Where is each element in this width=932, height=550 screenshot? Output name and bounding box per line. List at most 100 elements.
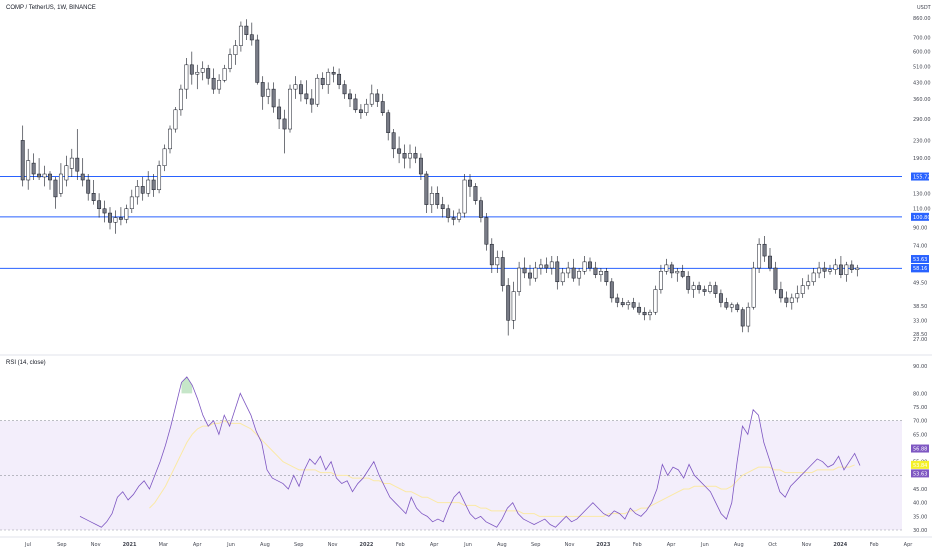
- rsi-pane[interactable]: RSI (14, close) 90.00 80.00 75.00 70.00 65.0…: [0, 360, 929, 534]
- candle: [424, 171, 429, 214]
- candle-body: [298, 84, 303, 95]
- candle-body: [178, 88, 183, 111]
- candle-body: [64, 165, 69, 181]
- candle-body: [637, 306, 642, 313]
- price-tick-label: 600.00: [913, 50, 931, 56]
- candle: [855, 264, 860, 277]
- candle: [473, 183, 478, 205]
- rsi-lines: [79, 376, 861, 528]
- candle: [178, 84, 183, 116]
- candle: [451, 210, 456, 226]
- candle-body: [724, 302, 729, 308]
- candle: [124, 204, 129, 224]
- candle-body: [364, 103, 369, 113]
- candle-body: [838, 264, 843, 275]
- candle-body: [642, 311, 647, 316]
- candle-body: [102, 208, 107, 214]
- candle: [435, 186, 440, 209]
- candle-body: [806, 281, 811, 286]
- candle-body: [604, 271, 609, 283]
- candle-body: [528, 272, 532, 279]
- rsi-tick-label: 80.00: [913, 391, 927, 397]
- candle-body: [626, 302, 631, 306]
- candle: [653, 285, 658, 315]
- candle-body: [37, 173, 42, 178]
- candle-body: [118, 217, 123, 220]
- candle-body: [337, 73, 342, 85]
- candle: [806, 274, 811, 290]
- candle: [778, 281, 783, 303]
- candle-body: [162, 148, 167, 166]
- candle-body: [855, 267, 860, 270]
- candle: [838, 256, 843, 279]
- candle: [129, 189, 134, 214]
- candle-body: [511, 291, 516, 321]
- candle: [108, 207, 112, 230]
- time-tick-label: Sep: [294, 542, 303, 548]
- candle: [277, 98, 282, 130]
- candle: [140, 176, 145, 201]
- candle-body: [124, 208, 129, 220]
- candle-body: [255, 39, 260, 83]
- candle-body: [391, 132, 396, 150]
- rsi-value-tag: [911, 460, 929, 469]
- candle: [593, 261, 598, 279]
- candle-body: [795, 293, 800, 299]
- candle: [397, 136, 402, 164]
- candle-body: [184, 64, 189, 90]
- rsi-value-label: 53.84: [913, 463, 927, 469]
- time-tick-label: Aug: [734, 542, 744, 548]
- candle-body: [462, 179, 467, 214]
- candle: [271, 82, 276, 113]
- candle-body: [402, 153, 407, 159]
- price-axis[interactable]: 860.00 700.00 600.00 510.00 430.00 360.00 290.…: [911, 16, 931, 343]
- candle: [768, 247, 772, 272]
- candle: [211, 68, 216, 94]
- candle-body: [648, 311, 652, 316]
- candle-body: [577, 271, 582, 279]
- rsi-value-label: 56.88: [913, 447, 927, 453]
- time-tick-label: Sep: [57, 542, 66, 548]
- candle: [222, 64, 227, 83]
- price-pane[interactable]: COMP / TetherUS, 1W, BINANCE USDT 155.72…: [0, 5, 932, 343]
- candle: [58, 163, 63, 197]
- candle: [500, 250, 505, 292]
- rsi-tick-label: 65.00: [913, 432, 927, 438]
- candle: [631, 297, 636, 310]
- candle-body: [517, 267, 522, 292]
- rsi-axis[interactable]: 90.0080.0075.0070.0065.0060.0055.0045.00…: [911, 364, 929, 534]
- candle-body: [789, 297, 794, 303]
- candle-body: [457, 212, 462, 220]
- candle: [342, 80, 347, 99]
- candle-body: [593, 267, 598, 275]
- candle-body: [768, 255, 772, 269]
- candle: [195, 64, 200, 90]
- candle: [713, 281, 718, 298]
- time-tick-label: Apr: [904, 542, 914, 548]
- candle: [686, 271, 691, 294]
- candle: [697, 281, 702, 294]
- candle-body: [293, 84, 298, 90]
- candle-body: [238, 25, 243, 46]
- candle-body: [331, 71, 336, 75]
- candle-body: [522, 267, 527, 274]
- candle: [53, 176, 58, 209]
- rsi-tick-label: 35.00: [913, 514, 927, 520]
- candle-body: [560, 272, 565, 283]
- candle-body: [740, 309, 745, 327]
- candle-body: [42, 173, 47, 178]
- candle: [844, 261, 849, 282]
- time-tick-label: Mar: [159, 542, 169, 548]
- candle: [511, 281, 516, 330]
- candle: [37, 158, 42, 180]
- candle: [560, 268, 565, 286]
- candle-body: [31, 162, 36, 175]
- rsi-tick-label: 45.00: [913, 487, 927, 493]
- candle: [708, 281, 712, 294]
- candle-body: [288, 88, 292, 130]
- time-tick-label: Aug: [497, 542, 507, 548]
- time-axis[interactable]: Jul Sep Nov 2021 Mar Apr Jun Aug Sep Nov 2022 Feb Ap…: [0, 536, 932, 548]
- candle: [255, 34, 260, 85]
- candle: [555, 256, 560, 290]
